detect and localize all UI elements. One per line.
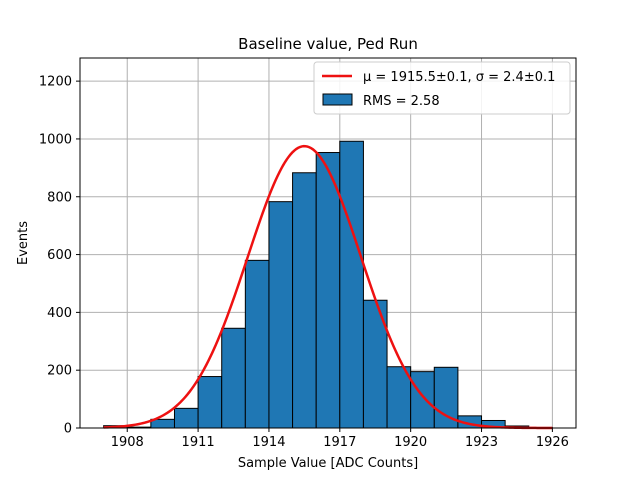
chart-title: Baseline value, Ped Run — [238, 35, 418, 53]
x-tick-label: 1908 — [111, 435, 144, 450]
x-tick-label: 1911 — [182, 435, 215, 450]
y-tick-label: 1200 — [39, 75, 72, 90]
histogram-bar — [410, 371, 435, 429]
histogram-bar — [244, 259, 270, 429]
y-tick-label: 600 — [47, 248, 72, 263]
x-axis-label: Sample Value [ADC Counts] — [238, 456, 418, 471]
y-tick-label: 200 — [47, 364, 72, 379]
histogram-bar — [197, 376, 223, 429]
x-tick-label: 1926 — [536, 435, 569, 450]
histogram-bar — [315, 152, 341, 429]
gaussian-fit-curve — [103, 144, 553, 430]
y-tick-label: 400 — [47, 306, 72, 321]
x-tick-label: 1917 — [323, 435, 356, 450]
legend-histogram-label: RMS = 2.58 — [363, 94, 440, 109]
histogram-bar — [292, 172, 317, 429]
plot-frame — [79, 57, 577, 429]
x-tick-label: 1914 — [252, 435, 285, 450]
y-axis-label: Events — [16, 221, 31, 265]
histogram-bar — [339, 140, 364, 429]
legend-box — [313, 61, 571, 115]
x-tick-label: 1923 — [465, 435, 498, 450]
histogram-bar — [221, 327, 246, 429]
legend: μ = 1915.5±0.1, σ = 2.4±0.1 RMS = 2.58 — [313, 61, 571, 115]
histogram-bars — [103, 140, 553, 429]
y-axis-ticks: 0 200 400 600 800 1000 1200 — [39, 75, 80, 437]
y-tick-label: 800 — [47, 190, 72, 205]
x-axis-ticks: 1908 1911 1914 1917 1920 1923 1926 — [111, 428, 569, 450]
histogram-bar — [173, 407, 199, 429]
y-tick-label: 0 — [64, 422, 72, 437]
legend-histogram-swatch — [322, 93, 353, 106]
y-tick-label: 1000 — [39, 132, 72, 147]
legend-fit-label: μ = 1915.5±0.1, σ = 2.4±0.1 — [363, 70, 555, 85]
x-tick-label: 1920 — [394, 435, 427, 450]
histogram-bar — [268, 201, 294, 429]
